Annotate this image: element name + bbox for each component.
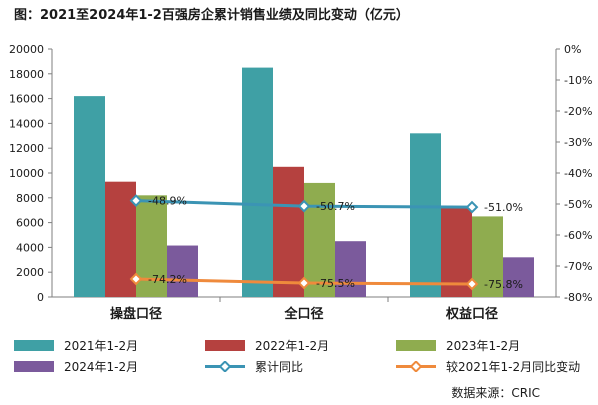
left-y-tick-label: 0	[37, 291, 44, 304]
legend-line-marker	[409, 360, 423, 372]
line-marker	[297, 199, 311, 213]
left-y-tick-label: 10000	[9, 167, 44, 180]
line-data-label: -50.7%	[316, 200, 355, 213]
legend-item: 较2021年1-2月同比变动	[396, 358, 580, 374]
legend-item: 累计同比	[205, 358, 303, 374]
right-y-tick-label: -10%	[564, 74, 592, 87]
line-data-label: -51.0%	[484, 201, 523, 214]
x-category-label: 权益口径	[445, 306, 498, 322]
bar-4-1	[167, 245, 198, 297]
line-marker	[297, 276, 311, 290]
right-y-tick-label: 0%	[564, 43, 581, 56]
x-category-label: 全口径	[283, 306, 323, 322]
right-y-tick-label: -70%	[564, 260, 592, 273]
legend-line-swatch	[205, 360, 245, 372]
bar-4-2	[335, 241, 366, 297]
legend-line-swatch	[396, 360, 436, 372]
data-source-note: 数据来源：CRIC	[451, 386, 540, 400]
legend-label: 2024年1-2月	[64, 359, 139, 374]
x-category-label: 操盘口径	[110, 306, 162, 322]
left-y-tick-label: 14000	[9, 117, 44, 130]
right-y-tick-label: -40%	[564, 167, 592, 180]
legend-label: 较2021年1-2月同比变动	[446, 359, 581, 374]
line-data-label: -48.9%	[148, 195, 187, 208]
left-y-tick-label: 2000	[16, 266, 44, 279]
bar-1-1	[74, 96, 105, 298]
left-y-tick-label: 4000	[16, 241, 44, 254]
bar-1-3	[410, 133, 441, 297]
chart-legend: 2021年1-2月 2022年1-2月 2023年1-2月 2024年1-2月 累计同比…	[0, 334, 598, 380]
bar-4-3	[503, 257, 534, 297]
line-marker	[129, 272, 143, 286]
bar-1-2	[242, 67, 273, 297]
line-marker	[465, 200, 479, 214]
legend-label: 2023年1-2月	[446, 338, 521, 353]
right-y-tick-label: -20%	[564, 105, 592, 118]
right-y-tick-label: -30%	[564, 136, 592, 149]
left-y-tick-label: 6000	[16, 217, 44, 230]
legend-swatch	[14, 339, 54, 351]
bar-3-2	[304, 182, 335, 297]
legend-item: 2024年1-2月	[14, 358, 138, 374]
left-y-tick-label: 8000	[16, 192, 44, 205]
left-y-tick-label: 12000	[9, 142, 44, 155]
bar-2-3	[441, 207, 472, 297]
legend-label: 累计同比	[255, 359, 304, 374]
legend-swatch	[14, 360, 54, 372]
legend-item: 2023年1-2月	[396, 337, 520, 353]
left-y-tick-label: 20000	[9, 43, 44, 56]
line-data-label: -75.8%	[484, 278, 523, 291]
legend-label: 2022年1-2月	[255, 338, 330, 353]
legend-label: 2021年1-2月	[64, 338, 139, 353]
legend-item: 2022年1-2月	[205, 337, 329, 353]
right-y-tick-label: -80%	[564, 291, 592, 304]
legend-swatch	[396, 339, 436, 351]
left-y-tick-label: 18000	[9, 68, 44, 81]
line-data-label: -75.5%	[316, 277, 355, 290]
line-data-label: -74.2%	[148, 273, 187, 286]
line-marker	[129, 194, 143, 207]
chart-title: 图：2021至2024年1-2百强房企累计销售业绩及同比变动（亿元）	[14, 8, 409, 23]
line-marker	[465, 277, 479, 291]
combo-chart: 0 2000 4000 6000 8000 10000 12000 14000 16000 180…	[9, 43, 592, 322]
legend-swatch	[205, 339, 245, 351]
legend-line-marker	[218, 360, 232, 372]
right-y-tick-label: -50%	[564, 198, 592, 211]
legend-item: 2021年1-2月	[14, 337, 138, 353]
right-y-tick-label: -60%	[564, 229, 592, 242]
bar-2-2	[273, 166, 304, 297]
left-y-tick-label: 16000	[9, 93, 44, 106]
